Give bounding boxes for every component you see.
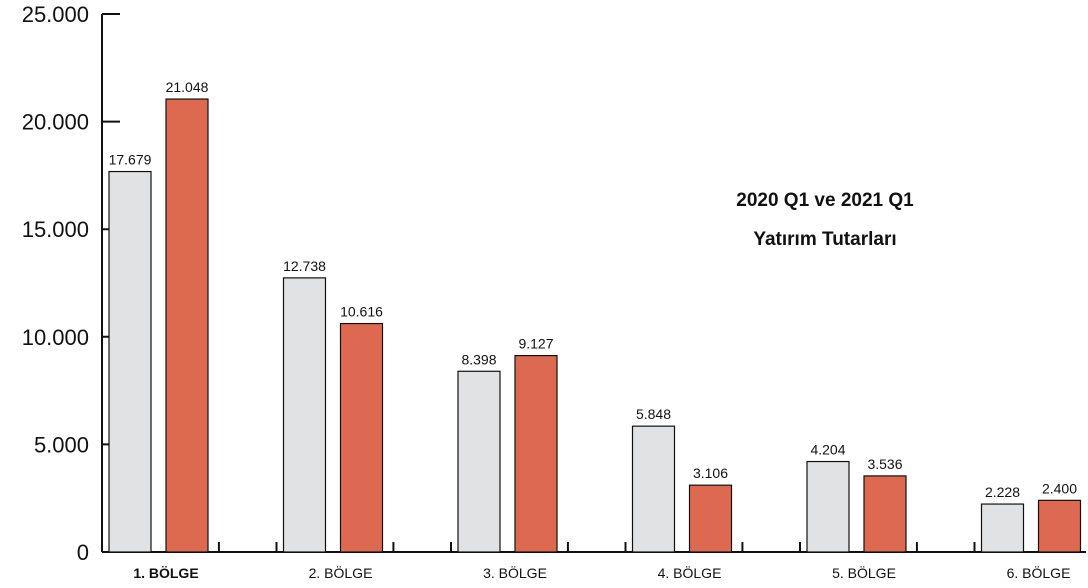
data-label: 3.106	[693, 465, 728, 481]
data-label: 2.400	[1042, 480, 1077, 496]
bars	[108, 98, 1082, 553]
x-tick-label: 5. BÖLGE	[832, 564, 896, 581]
data-label: 8.398	[461, 351, 496, 367]
x-tick-label: 4. BÖLGE	[658, 564, 722, 581]
chart-title-line-2: Yatırım Tutarları	[753, 229, 896, 250]
y-tick-label: 0	[77, 540, 89, 565]
x-tick-label: 6. BÖLGE	[1007, 564, 1071, 581]
bar	[806, 460, 850, 553]
bar	[108, 170, 152, 553]
axes: 0 5.000 10.000 15.000 20.000 25.000 1. BÖLGE 2.…	[22, 2, 1086, 581]
data-label: 12.738	[283, 258, 326, 274]
y-tick-label: 20.000	[22, 110, 89, 135]
bar	[457, 370, 501, 553]
bar	[282, 277, 327, 553]
y-tick-label: 15.000	[22, 217, 89, 242]
data-label: 4.204	[810, 442, 845, 458]
data-label: 9.127	[518, 336, 553, 352]
data-label: 3.536	[867, 456, 902, 472]
bar	[339, 322, 384, 553]
x-tick-label: 1. BÖLGE	[133, 565, 198, 581]
bar	[863, 475, 907, 553]
chart-title-line-1: 2020 Q1 ve 2021 Q1	[736, 190, 914, 211]
data-label: 5.848	[636, 406, 671, 422]
y-tick-label: 25.000	[22, 2, 89, 27]
bar	[980, 503, 1025, 553]
bar	[688, 484, 733, 553]
data-label: 10.616	[340, 304, 383, 320]
data-label: 17.679	[109, 152, 152, 168]
bar	[631, 425, 676, 553]
x-tick-label: 3. BÖLGE	[483, 564, 547, 581]
y-tick-label: 5.000	[34, 432, 89, 457]
bar	[1037, 499, 1082, 553]
data-labels: 17.679 21.048 12.738 10.616 8.398 9.127 5.848 3…	[109, 79, 1078, 500]
y-tick-label: 10.000	[22, 325, 89, 350]
bar	[165, 98, 209, 553]
data-label: 21.048	[166, 79, 209, 95]
bar	[514, 354, 558, 553]
x-tick-label: 2. BÖLGE	[309, 564, 373, 581]
data-label: 2.228	[985, 484, 1020, 500]
